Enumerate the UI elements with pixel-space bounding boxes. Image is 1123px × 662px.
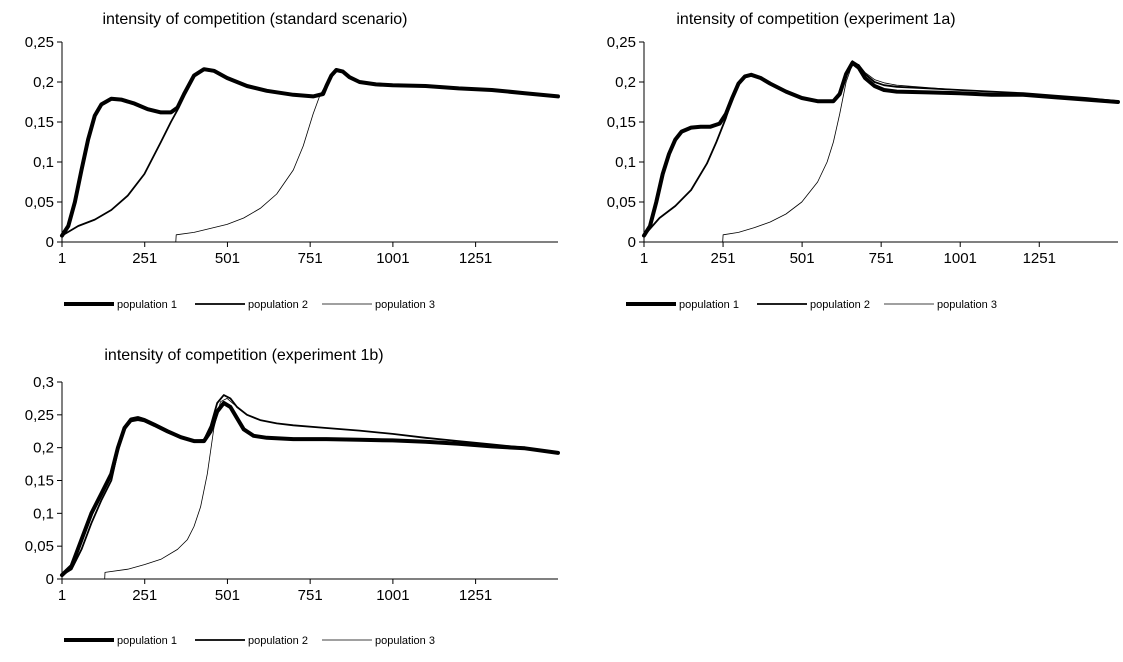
y-tick-label: 0,25 bbox=[607, 34, 636, 51]
legend-label: population 2 bbox=[248, 635, 308, 647]
chart-experiment-1b: intensity of competition (experiment 1b)… bbox=[0, 328, 562, 662]
y-tick-label: 0,1 bbox=[615, 154, 636, 171]
x-tick-label: 751 bbox=[298, 250, 323, 267]
legend-label: population 1 bbox=[117, 299, 177, 311]
legend-label: population 1 bbox=[117, 635, 177, 647]
series-line-population-1 bbox=[60, 401, 560, 578]
x-tick-label: 1 bbox=[58, 250, 66, 267]
y-tick-label: 0,1 bbox=[33, 154, 54, 171]
chart-svg: intensity of competition (experiment 1a)… bbox=[607, 11, 1120, 311]
chart-title: intensity of competition (experiment 1b) bbox=[104, 347, 383, 364]
legend-label: population 1 bbox=[679, 299, 739, 311]
chart-title: intensity of competition (experiment 1a) bbox=[676, 11, 955, 28]
y-tick-label: 0 bbox=[628, 234, 636, 251]
x-tick-label: 501 bbox=[215, 587, 240, 604]
x-tick-label: 251 bbox=[132, 587, 157, 604]
x-tick-label: 251 bbox=[132, 250, 157, 267]
legend-label: population 2 bbox=[810, 299, 870, 311]
y-tick-label: 0 bbox=[46, 234, 54, 251]
x-tick-label: 1251 bbox=[459, 587, 492, 604]
x-tick-label: 751 bbox=[298, 587, 323, 604]
x-tick-label: 1001 bbox=[944, 250, 977, 267]
series-line-population-3 bbox=[175, 69, 559, 243]
legend-label: population 3 bbox=[375, 299, 435, 311]
chart-standard-scenario: intensity of competition (standard scena… bbox=[0, 0, 562, 333]
y-tick-label: 0,2 bbox=[33, 440, 54, 457]
series-line-population-1 bbox=[642, 60, 1120, 238]
series-line-population-1 bbox=[60, 67, 560, 238]
x-tick-label: 1001 bbox=[376, 587, 409, 604]
y-tick-label: 0,15 bbox=[25, 114, 54, 131]
x-tick-label: 1251 bbox=[1023, 250, 1056, 267]
y-tick-label: 0 bbox=[46, 571, 54, 588]
chart-svg: intensity of competition (standard scena… bbox=[25, 11, 560, 311]
x-tick-label: 1251 bbox=[459, 250, 492, 267]
y-tick-label: 0,05 bbox=[25, 194, 54, 211]
chart-svg: intensity of competition (experiment 1b)… bbox=[25, 347, 560, 647]
legend-label: population 3 bbox=[937, 299, 997, 311]
x-tick-label: 1 bbox=[58, 587, 66, 604]
x-tick-label: 501 bbox=[790, 250, 815, 267]
y-tick-label: 0,15 bbox=[25, 473, 54, 490]
chart-experiment-1a: intensity of competition (experiment 1a)… bbox=[562, 0, 1123, 333]
chart-title: intensity of competition (standard scena… bbox=[102, 11, 407, 28]
y-tick-label: 0,3 bbox=[33, 374, 54, 391]
series-line-population-2 bbox=[61, 394, 559, 577]
y-tick-label: 0,1 bbox=[33, 505, 54, 522]
legend-label: population 3 bbox=[375, 635, 435, 647]
y-tick-label: 0,25 bbox=[25, 34, 54, 51]
y-tick-label: 0,05 bbox=[607, 194, 636, 211]
x-tick-label: 501 bbox=[215, 250, 240, 267]
x-tick-label: 1001 bbox=[376, 250, 409, 267]
series-line-population-3 bbox=[104, 398, 559, 580]
x-tick-label: 751 bbox=[869, 250, 894, 267]
x-tick-label: 251 bbox=[711, 250, 736, 267]
y-tick-label: 0,25 bbox=[25, 407, 54, 424]
y-tick-label: 0,2 bbox=[615, 74, 636, 91]
y-tick-label: 0,05 bbox=[25, 538, 54, 555]
x-tick-label: 1 bbox=[640, 250, 648, 267]
y-tick-label: 0,15 bbox=[607, 114, 636, 131]
y-tick-label: 0,2 bbox=[33, 74, 54, 91]
legend-label: population 2 bbox=[248, 299, 308, 311]
